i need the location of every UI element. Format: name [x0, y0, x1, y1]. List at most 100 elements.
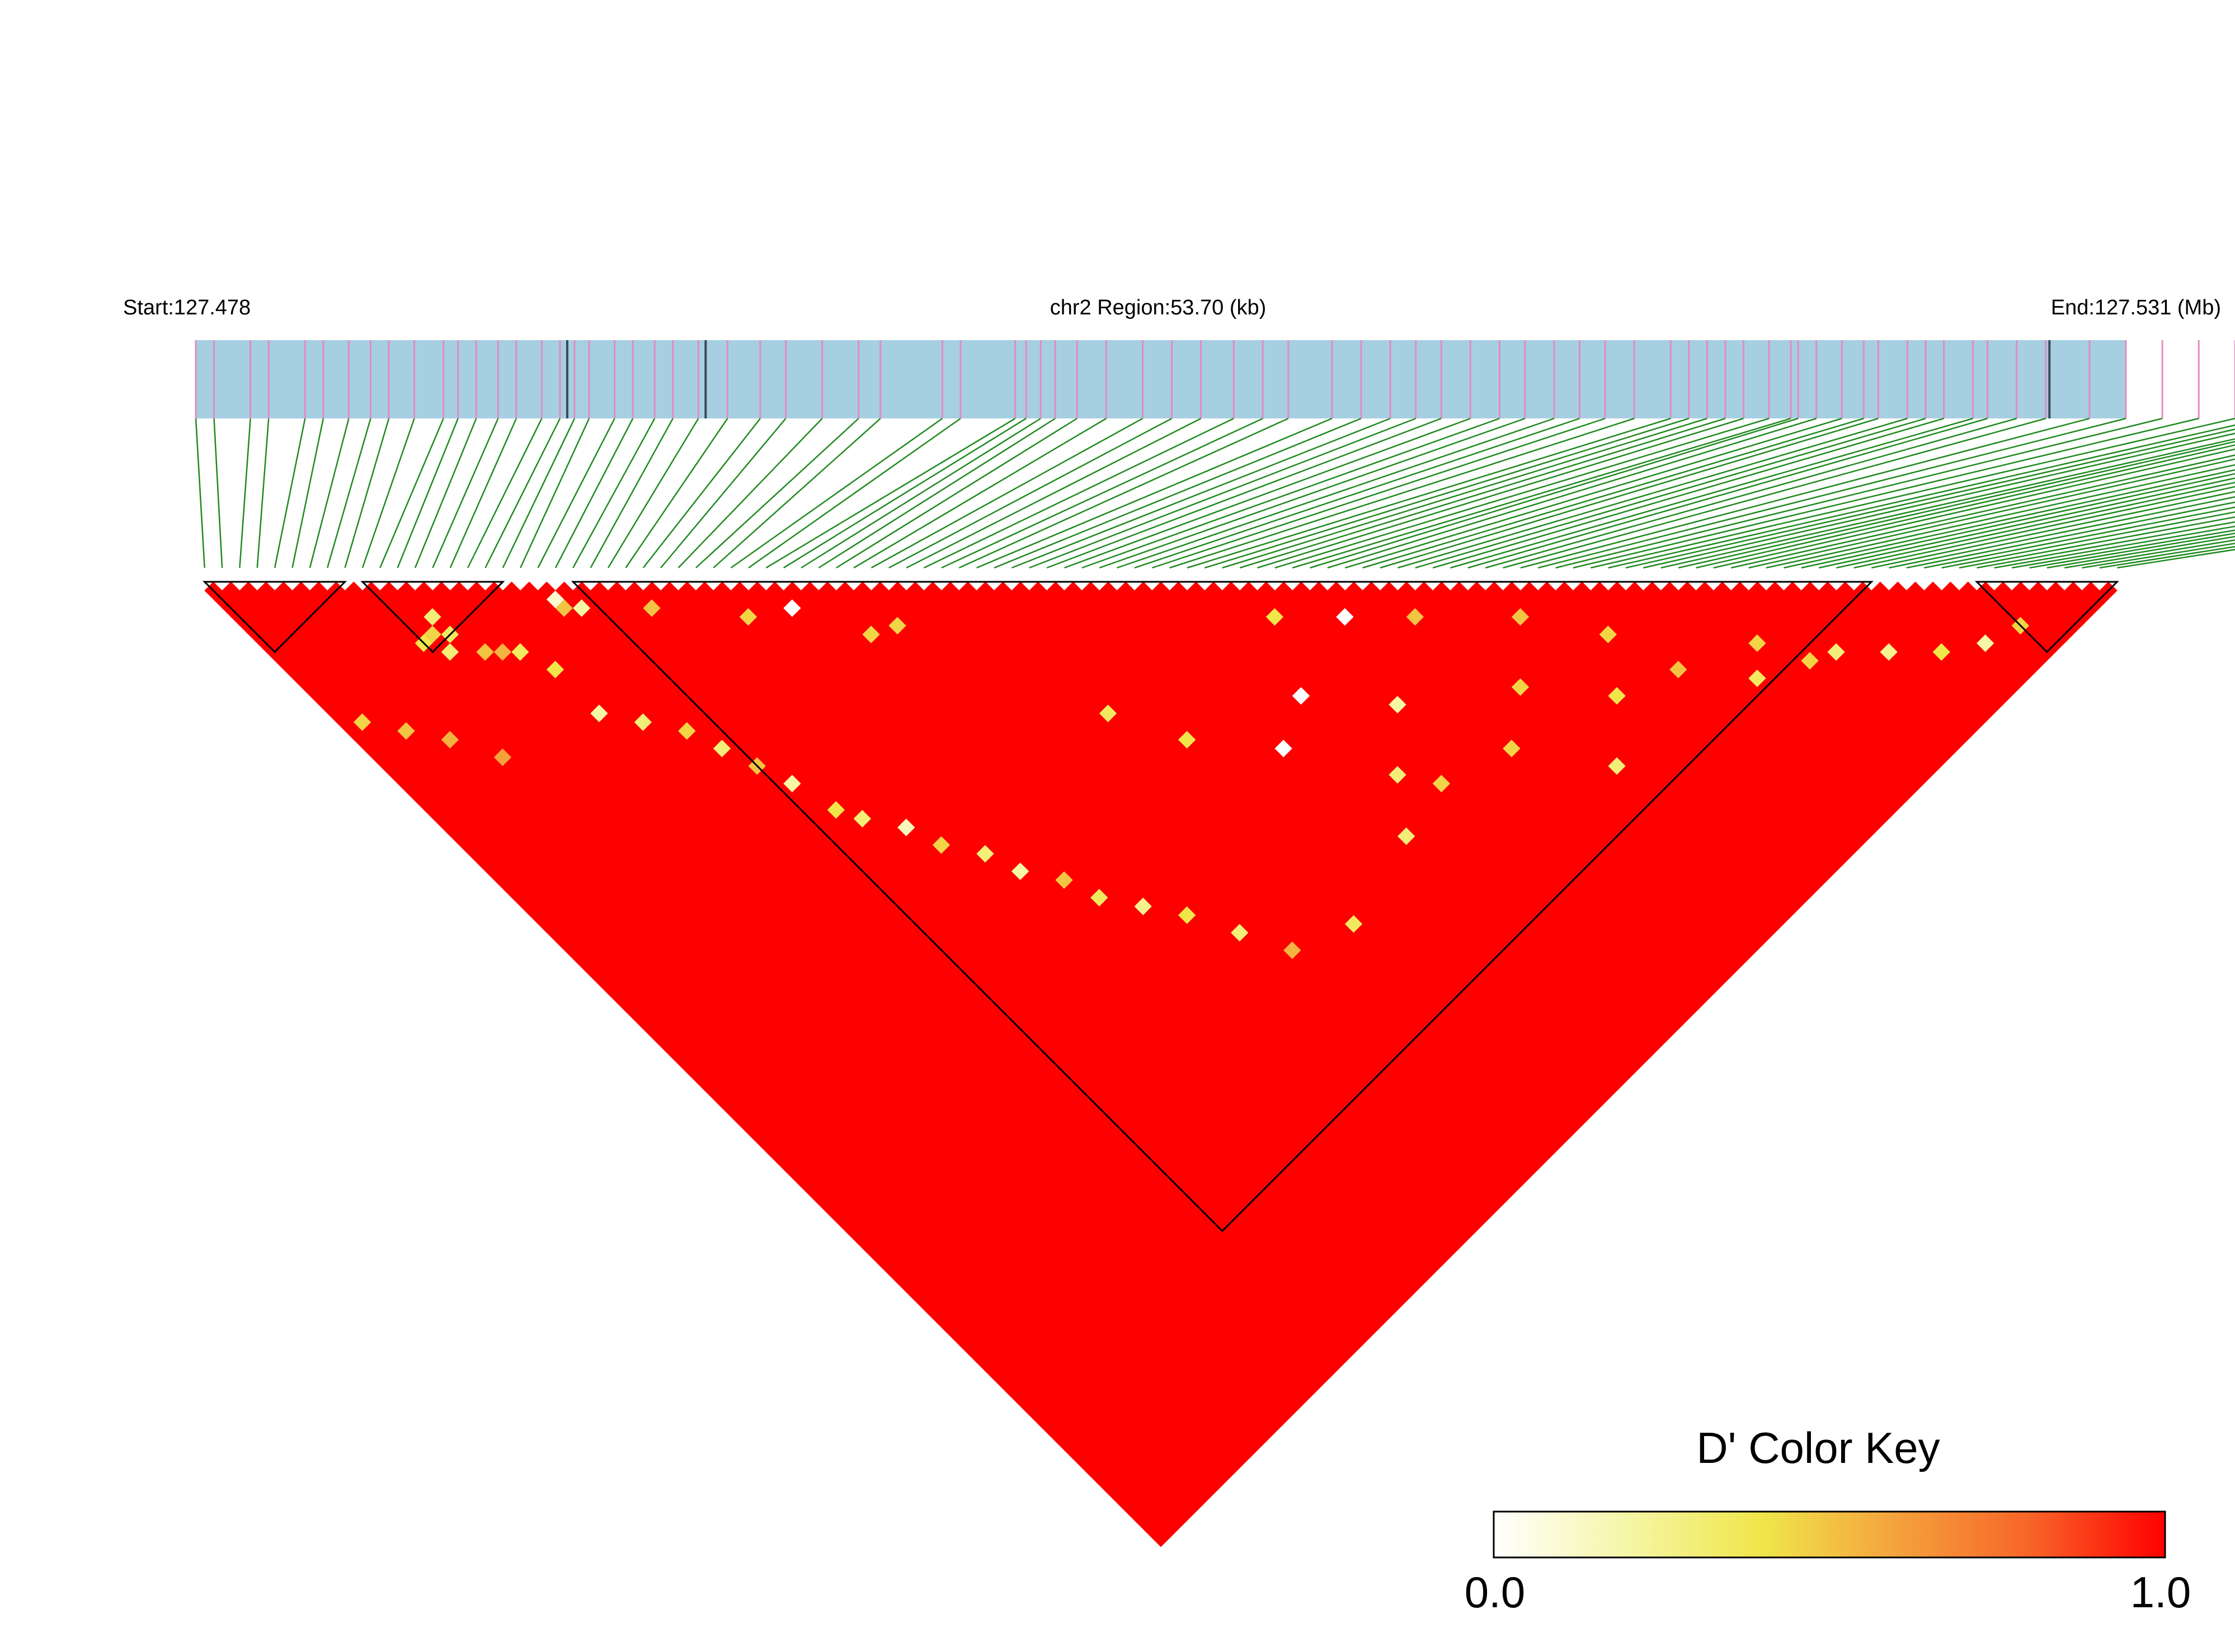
snp-connector [801, 417, 1041, 569]
snp-connector [1081, 417, 1500, 569]
snp-connector [818, 417, 1056, 569]
snp-connector [1011, 417, 1391, 569]
snp-connector [502, 418, 576, 568]
snp-connector [1485, 417, 2017, 569]
snp-connector [1801, 473, 2235, 569]
snp-connector [783, 417, 1027, 569]
snp-connector [2046, 535, 2235, 569]
snp-connector [1591, 417, 2235, 569]
snp-connector [397, 418, 459, 568]
snp-connector [1643, 432, 2235, 569]
snp-connector [572, 418, 656, 568]
snp-connector [379, 418, 444, 568]
snp-connector [2011, 529, 2235, 569]
ld-heatmap-cells [204, 581, 2118, 1547]
snp-connector [1274, 417, 1770, 569]
snp-connector [1467, 417, 1988, 569]
snp-connector [1187, 417, 1671, 569]
snp-connector [1853, 486, 2235, 569]
snp-connector [361, 418, 415, 568]
snp-connector [1696, 444, 2235, 569]
snp-connector [1398, 417, 1908, 569]
snp-connector [1064, 417, 1471, 569]
snp-connector [713, 418, 881, 568]
snp-connector [1362, 417, 1864, 569]
snp-connector [1889, 496, 2235, 569]
snp-connector [1450, 417, 1973, 569]
snp-connector [1766, 464, 2235, 569]
region-end-label: End:127.531 (Mb) [2051, 296, 2221, 319]
snp-connector [467, 418, 543, 568]
snp-ticks [195, 340, 2235, 418]
snp-connector [1784, 469, 2235, 569]
snp-connector [958, 417, 1289, 569]
snp-connector [1906, 501, 2235, 569]
snp-connector [1538, 417, 2126, 569]
snp-connector [1748, 458, 2235, 569]
snp-connector [1204, 417, 1690, 569]
snp-connector [344, 418, 390, 568]
snp-connector [239, 418, 251, 568]
snp-connector [1713, 448, 2235, 569]
snp-connector [941, 417, 1263, 569]
snp-connector [994, 417, 1362, 569]
snp-connector [1151, 417, 1606, 569]
snp-connector [1608, 424, 2235, 569]
snp-connector [607, 418, 699, 568]
snp-connector [213, 418, 223, 568]
snp-connector [1818, 477, 2235, 569]
snp-connector [976, 417, 1333, 569]
snp-connector [695, 418, 859, 568]
snp-connector [2064, 539, 2235, 569]
snp-connector [836, 417, 1077, 569]
snp-connector [2029, 533, 2235, 569]
snp-connector [1292, 417, 1791, 569]
snp-connector [274, 418, 306, 568]
snp-connector [730, 417, 943, 569]
snp-connector [414, 418, 477, 568]
snp-connector [1660, 438, 2235, 569]
snp-connector [309, 418, 350, 568]
gene-track-bar [196, 340, 2126, 418]
snp-connector [195, 418, 205, 568]
snp-connector [748, 417, 961, 569]
snp-connector-lines [195, 417, 2235, 569]
snp-connector [1977, 521, 2235, 569]
snp-connector [1503, 417, 2046, 569]
snp-connector [1169, 417, 1635, 569]
snp-connector [590, 418, 674, 568]
snp-connector [1327, 417, 1817, 569]
snp-connector [554, 418, 634, 568]
snp-connector [1994, 525, 2235, 569]
snp-connector [2117, 549, 2235, 569]
snp-connector [660, 418, 787, 568]
snp-connector [449, 418, 517, 568]
snp-connector [924, 417, 1234, 569]
snp-connector [1222, 417, 1707, 569]
region-center-label: chr2 Region:53.70 (kb) [1050, 296, 1267, 319]
snp-connector [1257, 417, 1744, 569]
snp-connector [1239, 417, 1726, 569]
snp-connector [765, 417, 1016, 569]
snp-connector [625, 418, 728, 568]
snp-connector [1731, 454, 2235, 569]
snp-connector [1099, 417, 1526, 569]
snp-connector [537, 418, 615, 568]
snp-connector [256, 418, 270, 568]
snp-connector [906, 417, 1202, 569]
snp-connector [1678, 441, 2235, 569]
snp-connector [291, 418, 324, 568]
gene-track [195, 340, 2235, 418]
snp-connector [888, 417, 1173, 569]
snp-connector [1520, 417, 2090, 569]
snp-connector [1380, 417, 1879, 569]
snp-connector [1134, 417, 1580, 569]
snp-connector [1555, 417, 2163, 569]
snp-connector [520, 418, 590, 568]
snp-connector [1344, 417, 1842, 569]
snp-connector [1573, 417, 2199, 569]
snp-connector [432, 418, 499, 568]
snp-connector [1046, 417, 1442, 569]
snp-connector [484, 418, 561, 568]
